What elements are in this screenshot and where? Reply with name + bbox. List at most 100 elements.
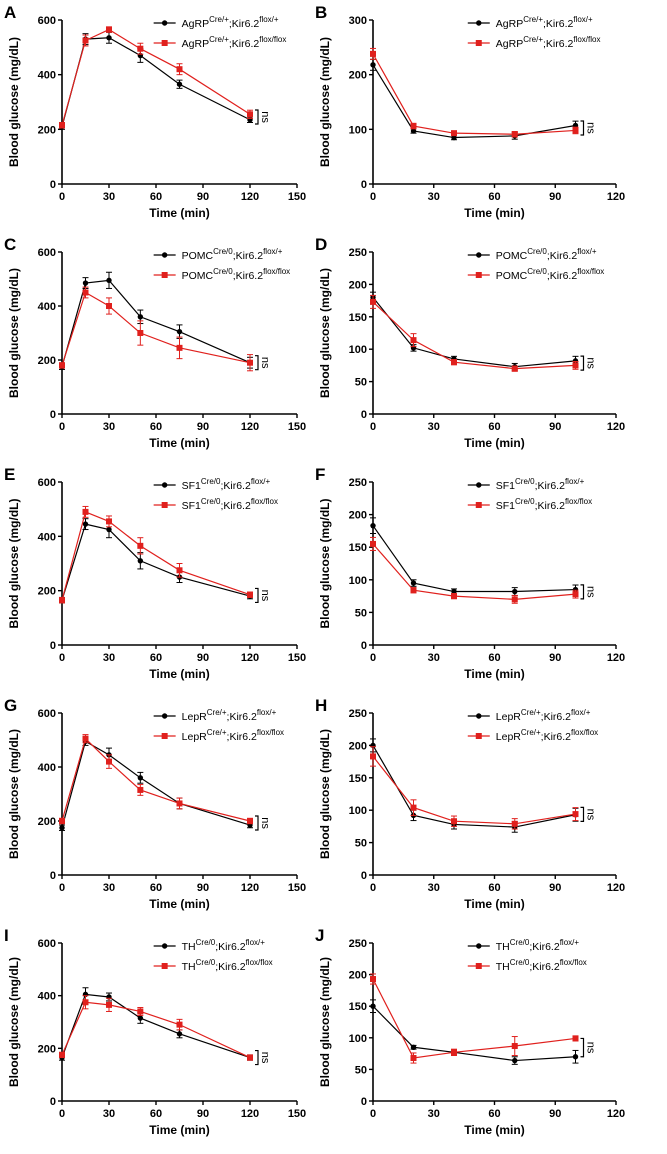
series-line <box>61 740 251 828</box>
data-point <box>572 591 579 598</box>
legend-marker <box>476 252 482 258</box>
data-point <box>511 365 518 372</box>
data-point <box>176 567 183 574</box>
significance-bracket <box>255 587 259 604</box>
significance-label: ns <box>259 590 271 602</box>
data-point <box>370 540 376 547</box>
significance-label: ns <box>259 111 271 123</box>
legend-driver-sup: Cre/0 <box>213 267 233 276</box>
data-point <box>106 303 112 309</box>
x-tick-label: 60 <box>150 1108 162 1120</box>
legend-entry-knockout: SF1Cre/0;Kir6.2flox/flox <box>467 497 592 512</box>
data-point <box>137 314 144 320</box>
data-point <box>106 1001 112 1008</box>
legend-entry-knockout: THCre/0;Kir6.2flox/flox <box>467 958 587 973</box>
series-knockout <box>59 505 253 604</box>
panel-c: C 0 30 60 90 120 150 0 200 400 600 Time (min) Blood … <box>4 235 306 450</box>
legend-allele: ;Kir6.2 <box>547 270 578 282</box>
series-control <box>59 31 253 130</box>
legend-label: LepRCre/+;Kir6.2flox/+ <box>496 708 591 723</box>
x-tick-label: 0 <box>59 882 65 894</box>
legend-driver-sup: Cre/0 <box>201 497 221 506</box>
legend-gene: AgRP <box>496 18 523 30</box>
legend-allele: ;Kir6.2 <box>229 18 260 30</box>
x-tick-label: 120 <box>241 421 259 433</box>
series-line <box>372 745 576 828</box>
x-tick-label: 120 <box>607 191 625 203</box>
data-point <box>451 130 457 137</box>
panel-f: F 0 30 60 90 120 0 50 100 150 200 250 Time (min) Bloo… <box>315 465 625 681</box>
y-tick-label: 200 <box>349 970 367 982</box>
data-point <box>82 37 89 44</box>
y-tick-label: 50 <box>355 377 367 389</box>
x-tick-label: 60 <box>488 421 500 433</box>
legend-label: AgRPCre/+;Kir6.2flox/+ <box>496 15 593 30</box>
legend-marker <box>161 713 168 719</box>
data-point <box>176 344 183 351</box>
y-tick-label: 400 <box>38 301 56 313</box>
legend-genotype-sup: flox/flox <box>257 728 284 737</box>
legend-entry-knockout: AgRPCre/+;Kir6.2flox/flox <box>467 35 600 50</box>
legend-entry-control: SF1Cre/0;Kir6.2flox/+ <box>467 477 585 492</box>
data-point <box>176 81 183 87</box>
legend-driver-sup: Cre/+ <box>521 728 541 737</box>
legend-label: POMCCre/0;Kir6.2flox/flox <box>496 267 605 282</box>
legend-gene: TH <box>496 961 510 973</box>
data-point <box>137 1008 144 1015</box>
y-axis-title: Blood glucose (mg/dL) <box>318 499 332 629</box>
series-control <box>370 517 579 596</box>
data-point <box>410 128 417 134</box>
significance-bracket <box>580 120 585 136</box>
series-line <box>61 523 251 601</box>
panel-b: B 0 30 60 90 120 0 100 200 300 Time (min) Blood glu… <box>315 3 625 220</box>
data-point <box>137 1015 144 1021</box>
data-point <box>451 593 457 600</box>
legend-gene: TH <box>182 961 196 973</box>
legend-genotype-sup: flox/+ <box>251 477 271 486</box>
panel-h: H 0 30 60 90 120 0 50 100 150 200 250 Time (min) Bloo… <box>315 696 625 911</box>
data-point <box>176 328 183 335</box>
data-point <box>106 26 112 33</box>
y-tick-label: 100 <box>349 1033 367 1045</box>
y-tick-label: 0 <box>361 640 367 652</box>
x-axis-title: Time (min) <box>149 667 209 681</box>
significance-bracket <box>580 1037 585 1058</box>
y-tick-label: 200 <box>349 740 367 752</box>
legend-allele: ;Kir6.2 <box>227 731 258 743</box>
legend-entry-knockout: AgRPCre/+;Kir6.2flox/flox <box>153 35 286 50</box>
legend-marker <box>161 40 168 46</box>
x-tick-label: 90 <box>197 191 209 203</box>
x-tick-label: 120 <box>607 1108 625 1120</box>
significance-label: ns <box>585 809 597 821</box>
legend-label: AgRPCre/+;Kir6.2flox/+ <box>182 15 279 30</box>
legend-genotype-sup: flox/flox <box>560 958 587 967</box>
x-tick-label: 0 <box>370 652 376 664</box>
legend-gene: POMC <box>496 250 528 262</box>
series-control <box>59 736 253 831</box>
data-point <box>82 521 89 527</box>
series-knockout <box>370 746 579 830</box>
legend-gene: POMC <box>182 270 214 282</box>
data-point <box>410 587 417 594</box>
data-point <box>176 1031 183 1037</box>
legend-marker <box>476 713 482 719</box>
legend-allele: ;Kir6.2 <box>227 711 258 723</box>
y-tick-label: 0 <box>50 179 56 191</box>
legend-entry-control: LepRCre/+;Kir6.2flox/+ <box>467 708 591 723</box>
legend-gene: AgRP <box>182 18 209 30</box>
data-point <box>82 999 89 1006</box>
data-point <box>370 1003 376 1009</box>
x-axis-title: Time (min) <box>464 667 524 681</box>
legend-genotype-sup: flox/flox <box>565 497 592 506</box>
x-tick-label: 60 <box>488 652 500 664</box>
legend-gene: POMC <box>496 270 528 282</box>
legend-label: POMCCre/0;Kir6.2flox/+ <box>182 247 283 262</box>
legend-allele: ;Kir6.2 <box>220 480 251 492</box>
legend-genotype-sup: flox/+ <box>577 247 597 256</box>
y-tick-label: 150 <box>349 312 367 324</box>
legend-marker <box>161 963 168 969</box>
legend-driver-sup: Cre/+ <box>209 35 229 44</box>
data-point <box>572 358 579 364</box>
x-tick-label: 120 <box>241 1108 259 1120</box>
data-point <box>59 362 65 369</box>
